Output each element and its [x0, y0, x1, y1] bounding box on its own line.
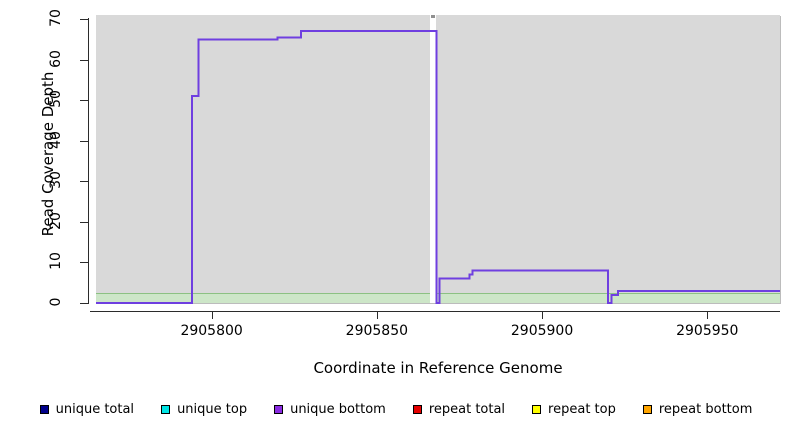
legend-item-repeat-total[interactable]: repeat total	[412, 401, 506, 417]
legend-swatch-icon	[412, 404, 422, 414]
y-tick-10	[80, 262, 88, 264]
plot-panel	[96, 15, 780, 303]
legend-label: unique top	[177, 401, 248, 417]
legend-swatch-icon	[161, 404, 171, 414]
x-tick-2905800	[211, 311, 213, 319]
legend-swatch-icon	[642, 404, 652, 414]
x-axis-title: Coordinate in Reference Genome	[313, 359, 563, 377]
y-tick-60	[80, 59, 88, 61]
y-tick-label-60: 60	[48, 49, 64, 68]
data-series-layer	[96, 30, 780, 304]
y-tick-50	[80, 100, 88, 102]
legend-item-repeat-top[interactable]: repeat top	[532, 402, 616, 417]
legend-label: repeat total	[428, 401, 506, 417]
y-tick-40	[80, 140, 88, 142]
legend-label: repeat bottom	[658, 401, 753, 417]
legend-item-unique-total[interactable]: unique total	[39, 401, 135, 417]
legend-label: repeat top	[548, 401, 616, 417]
x-tick-label-2905950: 2905950	[676, 323, 739, 339]
chart-legend: unique total unique top unique bottom repea…	[0, 398, 792, 420]
y-tick-0	[80, 303, 88, 304]
y-tick-label-20: 20	[48, 211, 64, 230]
x-tick-label-2905850: 2905850	[345, 323, 409, 339]
legend-item-unique-top[interactable]: unique top	[161, 402, 247, 417]
legend-label: unique bottom	[290, 401, 386, 417]
y-axis-line	[88, 18, 89, 304]
x-tick-2905850	[376, 311, 378, 319]
x-axis-line	[90, 311, 780, 312]
y-tick-70	[80, 19, 88, 21]
x-tick-label-2905900: 2905900	[510, 323, 574, 339]
legend-swatch-icon	[274, 404, 284, 414]
assembly-gap-tick	[430, 15, 436, 18]
y-tick-30	[80, 181, 88, 183]
x-tick-label-2905800: 2905800	[180, 323, 243, 339]
legend-item-unique-bottom[interactable]: unique bottom	[274, 402, 386, 417]
y-tick-label-50: 50	[48, 90, 64, 109]
legend-swatch-icon	[39, 404, 49, 414]
y-tick-label-10: 10	[48, 252, 64, 271]
legend-label: unique total	[55, 401, 135, 417]
legend-item-repeat-bottom[interactable]: repeat bottom	[642, 401, 753, 417]
x-tick-2905900	[542, 311, 544, 319]
y-tick-label-0: 0	[48, 297, 64, 307]
reference-track-band	[96, 293, 780, 303]
x-tick-2905950	[707, 311, 709, 319]
y-tick-20	[80, 221, 88, 223]
legend-swatch-icon	[532, 404, 542, 414]
y-tick-label-40: 40	[48, 130, 64, 149]
y-tick-label-30: 30	[48, 171, 64, 190]
assembly-gap-band	[429, 15, 437, 303]
series-line-unique-bottom	[96, 30, 780, 304]
y-tick-label-70: 70	[48, 9, 64, 27]
